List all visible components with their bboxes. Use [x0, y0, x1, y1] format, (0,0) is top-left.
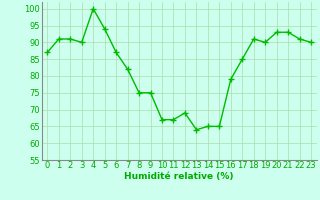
- X-axis label: Humidité relative (%): Humidité relative (%): [124, 172, 234, 181]
